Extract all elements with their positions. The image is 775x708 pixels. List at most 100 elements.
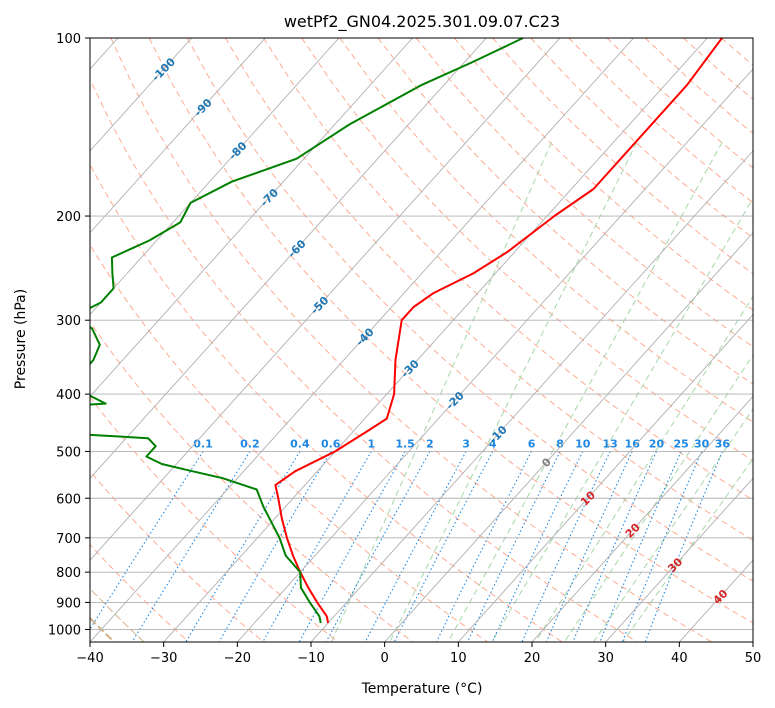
isotherm-line (310, 150, 753, 642)
mixing-ratio-line (572, 451, 658, 642)
dry-adiabat-line (148, 38, 753, 624)
x-tick-label: 10 (450, 651, 467, 666)
dry-adiabat-line (301, 38, 753, 462)
dry-adiabat-line (263, 38, 753, 501)
isotherm-line (90, 38, 340, 316)
mixing-ratio-label: 3 (462, 437, 470, 450)
x-axis-label: Temperature (°C) (361, 681, 483, 697)
dry-adiabat-line (644, 38, 753, 134)
dry-adiabat-line (415, 38, 753, 348)
isotherm-line (384, 232, 753, 642)
mixing-ratio-label: 0.4 (290, 437, 310, 450)
mixing-ratio-line (131, 451, 251, 642)
plot-area: 0.1 0.2 0.4 0.6 1 1.5 2 3 4 6 8 10 13 16 20 25 30 36-100-… (90, 38, 753, 642)
mixing-ratio-line (521, 451, 611, 642)
isotherm-line (678, 559, 753, 642)
dry-adiabat-line (186, 38, 753, 582)
mixing-ratio-line (325, 451, 431, 642)
y-tick-label: 1000 (48, 623, 81, 638)
mixing-ratio-label: 16 (625, 437, 641, 450)
isotherm-line (163, 38, 708, 642)
mixing-ratio-line (644, 451, 723, 642)
y-tick-label: 400 (56, 388, 81, 403)
y-tick-label: 900 (56, 596, 81, 611)
mixing-ratio-line (545, 451, 633, 642)
moist-adiabat-line (331, 141, 552, 642)
moist-adiabat-line (491, 197, 753, 642)
dry-adiabat-line (453, 38, 753, 311)
dry-adiabat-line (90, 163, 563, 642)
mixing-ratio-line (298, 451, 406, 642)
mixing-ratio-label: 13 (602, 437, 617, 450)
plot-frame (89, 37, 754, 643)
mixing-ratio-label: 20 (649, 437, 665, 450)
isotherm-line (531, 395, 753, 642)
dry-adiabat-line (530, 38, 753, 239)
mixing-ratio-label: 25 (674, 437, 689, 450)
isotherm-line (90, 38, 192, 152)
axes: −40 −30 −20 −10 0 10 20 30 40 50 100 200 300 400 500 60… (48, 32, 761, 666)
dry-adiabat-line (90, 244, 488, 642)
x-tick-label: −10 (297, 651, 324, 666)
mixing-ratio-label: 36 (715, 437, 731, 450)
mixing-ratio-line (467, 451, 561, 642)
y-tick-label: 600 (56, 492, 81, 507)
x-tick-label: 30 (597, 651, 614, 666)
isotherm-line (90, 38, 487, 479)
reference-curve (90, 587, 145, 642)
dry-adiabat-line (90, 77, 638, 642)
dry-adiabat-line (339, 38, 753, 423)
y-tick-label: 200 (56, 210, 81, 225)
x-tick-label: 40 (671, 651, 688, 666)
dry-adiabat-line (90, 396, 339, 642)
dry-adiabat-line (377, 38, 753, 385)
temperature-trace (274, 38, 723, 624)
moist-adiabat-line (534, 295, 753, 642)
y-tick-label: 800 (56, 566, 81, 581)
dry-adiabat-line (721, 38, 753, 66)
isotherm-line (457, 313, 753, 642)
dry-adiabat-line (568, 38, 753, 204)
x-tick-label: 50 (745, 651, 762, 666)
dry-adiabat-line (90, 470, 264, 642)
x-tick-label: −20 (224, 651, 251, 666)
mixing-ratio-label: 4 (489, 437, 497, 450)
chart-title: wetPf2_GN04.2025.301.09.07.C23 (284, 12, 560, 32)
x-tick-label: 20 (524, 651, 541, 666)
y-axis-label: Pressure (hPa) (13, 289, 29, 389)
mixing-ratio-line (599, 451, 682, 642)
isotherm-line (90, 38, 561, 561)
y-tick-label: 300 (56, 314, 81, 329)
mixing-ratio-line (435, 451, 532, 642)
x-tick-label: −40 (76, 651, 103, 666)
isotherm-line (605, 477, 753, 642)
moist-adiabat-line (593, 408, 753, 642)
isotherm-line (90, 38, 413, 398)
isotherm-line (752, 641, 753, 642)
mixing-ratio-label: 0.1 (193, 437, 213, 450)
mixing-ratio-line (364, 451, 467, 642)
dry-adiabat-line (90, 321, 414, 642)
mixing-ratio-label: 1.5 (395, 437, 415, 450)
dry-adiabat-line (606, 38, 753, 169)
y-tick-label: 100 (56, 32, 81, 47)
mixing-ratio-line (491, 451, 584, 642)
isotherm-line (90, 38, 266, 234)
mixing-ratio-label: 0.2 (240, 437, 260, 450)
x-tick-label: 0 (381, 651, 389, 666)
mixing-ratio-line (262, 451, 372, 642)
isotherm-line (236, 68, 753, 642)
mixing-ratio-line (90, 451, 204, 631)
mixing-ratio-line (621, 451, 703, 642)
x-tick-label: −30 (150, 651, 177, 666)
moist-adiabat-line (622, 457, 753, 642)
y-tick-label: 500 (56, 445, 81, 460)
mixing-ratio-label: 8 (556, 437, 564, 450)
mixing-ratio-label: 0.6 (321, 437, 341, 450)
isotherm-label: -100 (149, 55, 178, 84)
dry-adiabat-line (682, 38, 753, 100)
mixing-ratio-label: 2 (426, 437, 434, 450)
dewpoint-trace (90, 38, 524, 624)
isotherm-line (90, 38, 634, 642)
